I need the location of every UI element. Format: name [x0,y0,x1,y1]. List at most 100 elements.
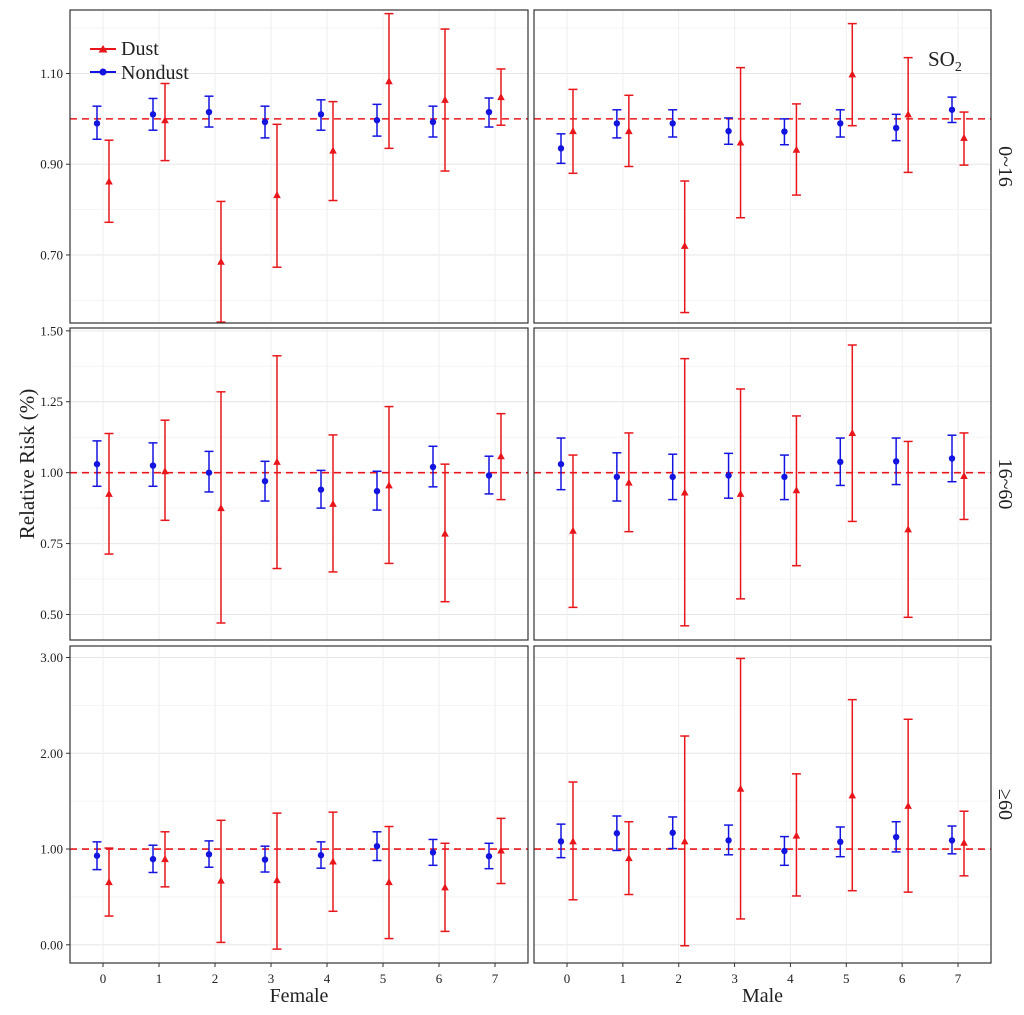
dust-point [625,854,633,862]
nondust-point [373,487,381,495]
dust-point [217,876,225,884]
dust-point [848,791,857,799]
column-label-female: Female [270,985,329,1007]
nondust-point [373,842,381,850]
dust-point [792,486,801,494]
chart-panels: 0.70 0.90 1.10 0.50 0.75 1.00 1.25 1.50 0.00 1.00… [40,9,992,986]
x-tick-label: 7 [492,971,499,986]
dust-point [385,481,393,489]
dust-point [960,472,968,480]
panel-border [533,645,992,964]
nondust-point [205,108,213,116]
nondust-point [613,830,621,837]
dust-point [792,145,801,153]
y-tick-label: 1.50 [40,323,63,338]
nondust-point [948,837,956,844]
dust-point [217,504,225,512]
dust-point [105,489,113,497]
panel-male-row0 [533,9,992,324]
dust-point [960,838,968,846]
dust-point [625,127,633,135]
nondust-point [837,838,844,846]
dust-point [329,146,337,154]
pollutant-name: SO [928,47,955,71]
nondust-point [781,128,788,135]
nondust-point [93,852,101,859]
nondust-point [948,455,956,462]
panel-male-row1 [533,327,992,641]
dust-point [273,457,281,465]
nondust-point [669,120,676,127]
legend: Dust Nondust [90,38,189,84]
y-tick-label: 1.00 [40,465,63,480]
dust-point [680,837,689,845]
nondust-point [373,117,381,124]
dust-point [792,831,801,839]
nondust-point [317,111,325,118]
nondust-point [485,472,493,479]
dust-point [497,93,505,101]
row-strip-labels: 0~16 16~60 ≥60 [994,146,1016,820]
nondust-point [429,463,437,471]
dust-point [217,257,225,265]
nondust-point [892,458,900,465]
dust-point [161,116,169,124]
x-tick-label: 2 [675,971,682,986]
column-labels: Female Male [270,985,784,1007]
nondust-point [485,853,493,860]
y-tick-label: 3.00 [40,650,63,665]
dust-point [736,784,745,792]
x-tick-label: 0 [100,971,107,986]
dust-point [161,855,169,863]
dust-point [497,452,505,460]
nondust-point [429,849,437,856]
legend-dust-marker [98,45,108,53]
dust-point [385,878,393,886]
nondust-point [317,486,325,493]
y-axis-label: Relative Risk (%) [15,389,39,539]
y-tick-label: 0.50 [40,607,63,622]
nondust-point [261,477,269,485]
x-tick-label: 5 [380,971,387,986]
dust-point [329,499,337,507]
nondust-point [261,856,269,863]
y-tick-label: 1.10 [40,66,63,81]
dust-point [441,95,449,103]
dust-point [441,883,449,891]
dust-point [736,138,745,146]
nondust-point [892,124,900,132]
nondust-point [205,851,213,858]
x-tick-label: 3 [731,971,738,986]
dust-point [569,127,577,135]
x-tick-label: 6 [899,971,906,986]
nondust-point [429,118,437,126]
panel-background [70,10,528,323]
legend-dust-label: Dust [121,38,159,60]
dust-point [848,70,857,78]
dust-point [385,77,393,85]
nondust-point [557,145,565,152]
y-tick-label: 0.75 [40,536,63,551]
nondust-point [837,120,844,127]
dust-point [569,837,577,845]
nondust-point [948,106,956,113]
x-tick-label: 2 [212,971,219,986]
dust-point [497,846,505,854]
nondust-point [557,460,565,468]
nondust-point [317,852,325,859]
y-tick-label: 0.70 [40,247,63,262]
nondust-point [837,458,844,466]
dust-point [161,467,169,475]
y-tick-label: 0.00 [40,937,63,952]
nondust-point [93,120,101,127]
nondust-point [725,472,732,479]
dust-point [105,878,113,886]
nondust-point [149,111,157,118]
dust-point [625,478,633,486]
y-tick-label: 1.00 [40,842,63,857]
panel-border [69,645,529,964]
nondust-point [613,120,621,127]
x-tick-label: 1 [620,971,627,986]
x-tick-label: 7 [955,971,962,986]
